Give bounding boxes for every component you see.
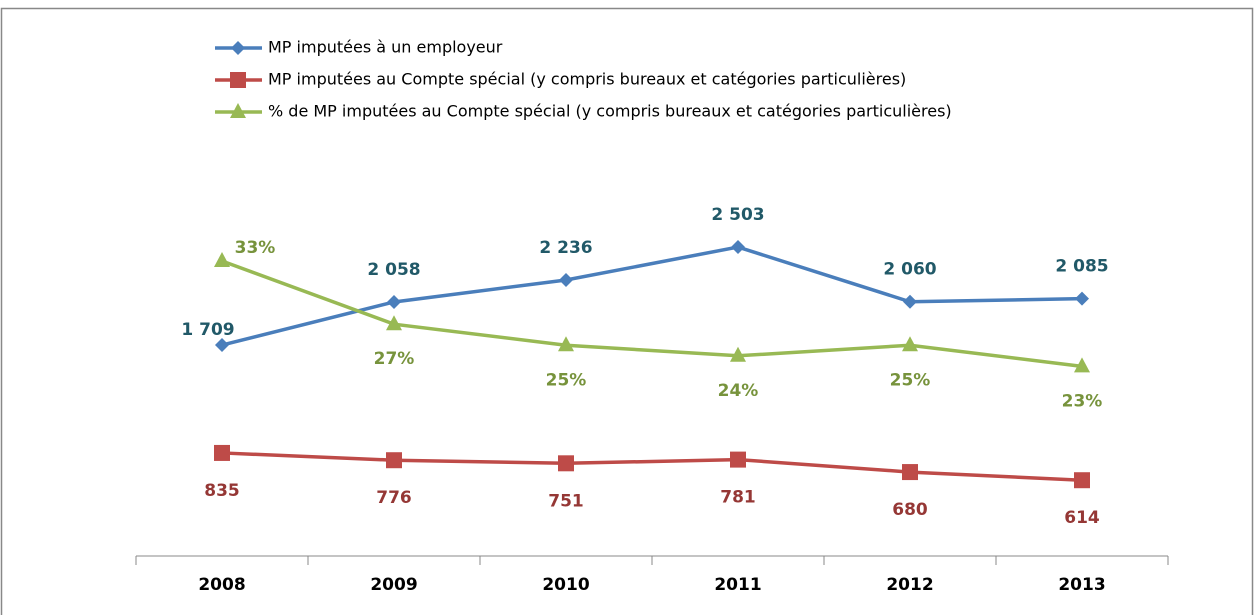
data-label: 2 236 [539,238,592,258]
point [903,294,917,309]
point [731,240,745,255]
x-tick-label: 2012 [886,575,933,595]
data-label: 24% [718,381,759,401]
point [1074,472,1090,489]
data-label: 33% [235,238,276,258]
point [730,451,746,468]
point [1074,357,1090,373]
point [558,336,574,352]
legend-label: MP imputées au Compte spécial (y compris… [268,70,906,89]
point [730,346,746,362]
legend-marker [231,41,245,55]
point [558,455,574,472]
series-line [221,451,1083,482]
legend-label: % de MP imputées au Compte spécial (y co… [268,102,952,121]
point [214,251,230,267]
series-line [221,245,1083,347]
chart-frame [0,7,1254,615]
data-label: 25% [890,370,931,390]
x-tick-label: 2008 [198,575,245,595]
point [559,273,573,288]
point [1075,291,1089,306]
data-label: 680 [892,500,928,520]
x-tick-label: 2009 [370,575,417,595]
data-label: 835 [204,481,240,501]
x-tick-label: 2011 [714,575,761,595]
data-label: 751 [548,491,584,511]
data-label: 25% [546,370,587,390]
x-tick-label: 2013 [1058,575,1105,595]
data-label: 2 058 [367,260,420,280]
x-tick-label: 2010 [542,575,589,595]
point [215,338,229,353]
data-label: 2 503 [711,205,764,225]
point [902,336,918,352]
legend-marker [230,103,246,118]
data-label: 2 085 [1055,257,1108,277]
legend-label: MP imputées à un employeur [268,38,503,57]
data-label: 1 709 [181,320,234,340]
point [902,464,918,481]
legend-marker [230,72,246,88]
data-label: 23% [1062,391,1103,411]
data-label: 776 [376,488,412,508]
data-label: 614 [1064,508,1100,528]
point [387,294,401,309]
data-label: 2 060 [883,260,936,280]
data-label: 27% [374,349,415,369]
data-label: 781 [720,488,756,508]
point [386,452,402,469]
point [214,444,230,461]
point [386,315,402,331]
series-line [221,259,1083,369]
